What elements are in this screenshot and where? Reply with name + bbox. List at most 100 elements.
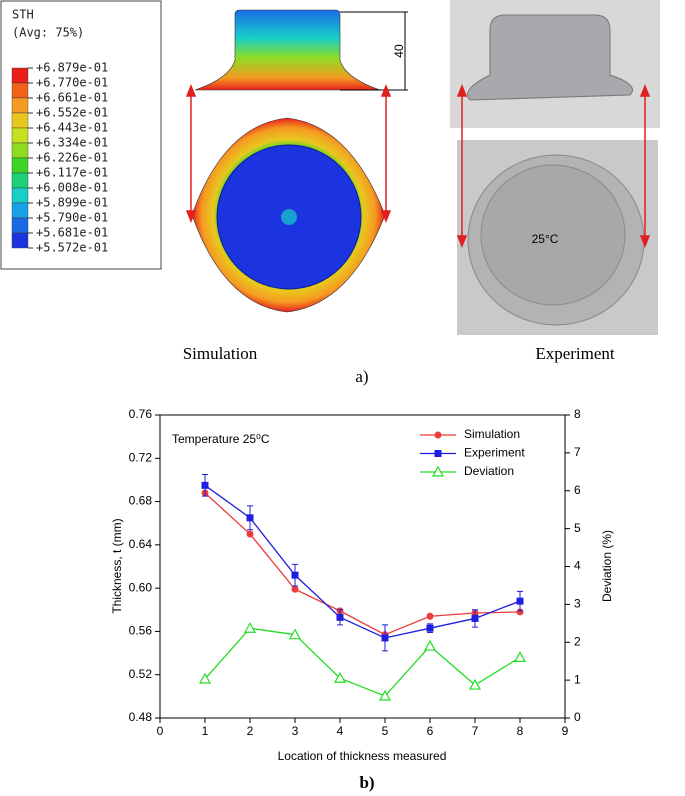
marker: [291, 571, 299, 579]
plot-frame: [159, 414, 566, 719]
colorbar-swatch: [11, 157, 29, 174]
marker: [246, 514, 254, 522]
caption: Simulation: [183, 344, 258, 363]
x-tick-label: 0: [157, 724, 164, 738]
y2-axis-label: Deviation (%): [600, 530, 614, 602]
colorbar-swatch: [11, 112, 29, 129]
photo-text: 25°C: [532, 232, 559, 246]
series-line: [204, 492, 521, 636]
simulation-side-view: [194, 9, 408, 91]
marker: [201, 481, 209, 489]
x-tick-label: 9: [562, 724, 569, 738]
colorbar-swatch: [11, 202, 29, 219]
dimension-label: 40: [392, 44, 406, 58]
y-axis-label: Thickness, t (mm): [110, 518, 124, 613]
y2-tick-label: 6: [574, 483, 581, 497]
y2-tick-label: 5: [574, 521, 581, 535]
marker: [434, 431, 442, 439]
experiment-photos: [450, 0, 660, 335]
x-tick-label: 6: [427, 724, 434, 738]
colorbar-swatch: [11, 127, 29, 144]
y2-tick-label: 0: [574, 710, 581, 724]
caption: Experiment: [535, 344, 615, 363]
y-tick-label: 0.68: [129, 494, 153, 508]
y-tick-label: 0.48: [129, 710, 153, 724]
marker: [336, 613, 344, 621]
colorbar-label: +5.899e-01: [36, 196, 108, 210]
y2-tick-label: 3: [574, 597, 581, 611]
y-tick-label: 0.60: [129, 580, 153, 594]
x-tick-label: 5: [382, 724, 389, 738]
colorbar-swatch: [11, 187, 29, 204]
colorbar-label: +5.681e-01: [36, 226, 108, 240]
panel-label: a): [355, 367, 368, 386]
x-axis-label: Location of thickness measured: [278, 749, 447, 763]
marker: [516, 597, 524, 605]
colorbar-label: +6.443e-01: [36, 121, 108, 135]
series-line: [204, 627, 521, 697]
colorbar-swatch: [11, 97, 29, 114]
panel-label: b): [359, 773, 374, 792]
legend-label: Simulation: [464, 427, 520, 441]
marker: [434, 450, 442, 457]
y2-tick-label: 1: [574, 672, 581, 686]
x-tick-label: 8: [517, 724, 524, 738]
colorbar-label: +6.334e-01: [36, 136, 108, 150]
y2-tick-label: 8: [574, 407, 581, 421]
colorbar-swatch: [11, 232, 29, 249]
colorbar-label: +6.770e-01: [36, 76, 108, 90]
simulation-top-view: [191, 117, 386, 313]
marker: [288, 628, 302, 640]
series-line: [204, 484, 521, 639]
y-tick-label: 0.64: [129, 537, 153, 551]
legend-label: Deviation: [464, 464, 514, 478]
y-tick-label: 0.56: [129, 624, 153, 638]
y-tick-label: 0.72: [129, 450, 153, 464]
marker: [378, 689, 392, 701]
colorbar-label: +6.226e-01: [36, 151, 108, 165]
y-tick-label: 0.52: [129, 667, 153, 681]
y2-tick-label: 2: [574, 634, 581, 648]
colorbar-label: +5.572e-01: [36, 241, 108, 255]
marker: [423, 639, 437, 651]
marker: [513, 651, 527, 662]
x-tick-label: 3: [292, 724, 299, 738]
y2-tick-label: 7: [574, 445, 581, 459]
marker: [333, 671, 347, 683]
marker: [471, 614, 479, 622]
marker: [516, 608, 524, 616]
marker: [291, 585, 299, 593]
dimension-arrows: [185, 83, 392, 224]
x-tick-label: 1: [202, 724, 209, 738]
colorbar-label: +6.117e-01: [36, 166, 108, 180]
colorbar-label: +6.661e-01: [36, 91, 108, 105]
contour-title: STH: [12, 8, 34, 22]
colorbar-swatch: [11, 82, 29, 99]
colorbar-swatch: [11, 172, 29, 189]
marker: [468, 678, 482, 690]
colorbar-label: +6.552e-01: [36, 106, 108, 120]
colorbar: +6.879e-01+6.770e-01+6.661e-01+6.552e-01…: [11, 61, 108, 255]
marker: [431, 465, 445, 477]
x-tick-label: 4: [337, 724, 344, 738]
y-tick-label: 0.76: [129, 407, 153, 421]
colorbar-swatch: [11, 142, 29, 159]
photo-arrows: [456, 83, 651, 249]
marker: [198, 672, 212, 684]
annotation: Temperature 25⁰C: [172, 432, 270, 446]
marker: [243, 622, 257, 633]
contour-subtitle: (Avg: 75%): [12, 26, 84, 40]
marker: [246, 530, 254, 538]
colorbar-label: +5.790e-01: [36, 211, 108, 225]
legend-label: Experiment: [464, 446, 525, 460]
colorbar-label: +6.879e-01: [36, 61, 108, 75]
marker: [426, 612, 434, 620]
x-tick-label: 2: [247, 724, 254, 738]
marker: [381, 634, 389, 642]
x-tick-label: 7: [472, 724, 479, 738]
marker: [426, 624, 434, 632]
colorbar-swatch: [11, 67, 29, 84]
y2-tick-label: 4: [574, 559, 581, 573]
